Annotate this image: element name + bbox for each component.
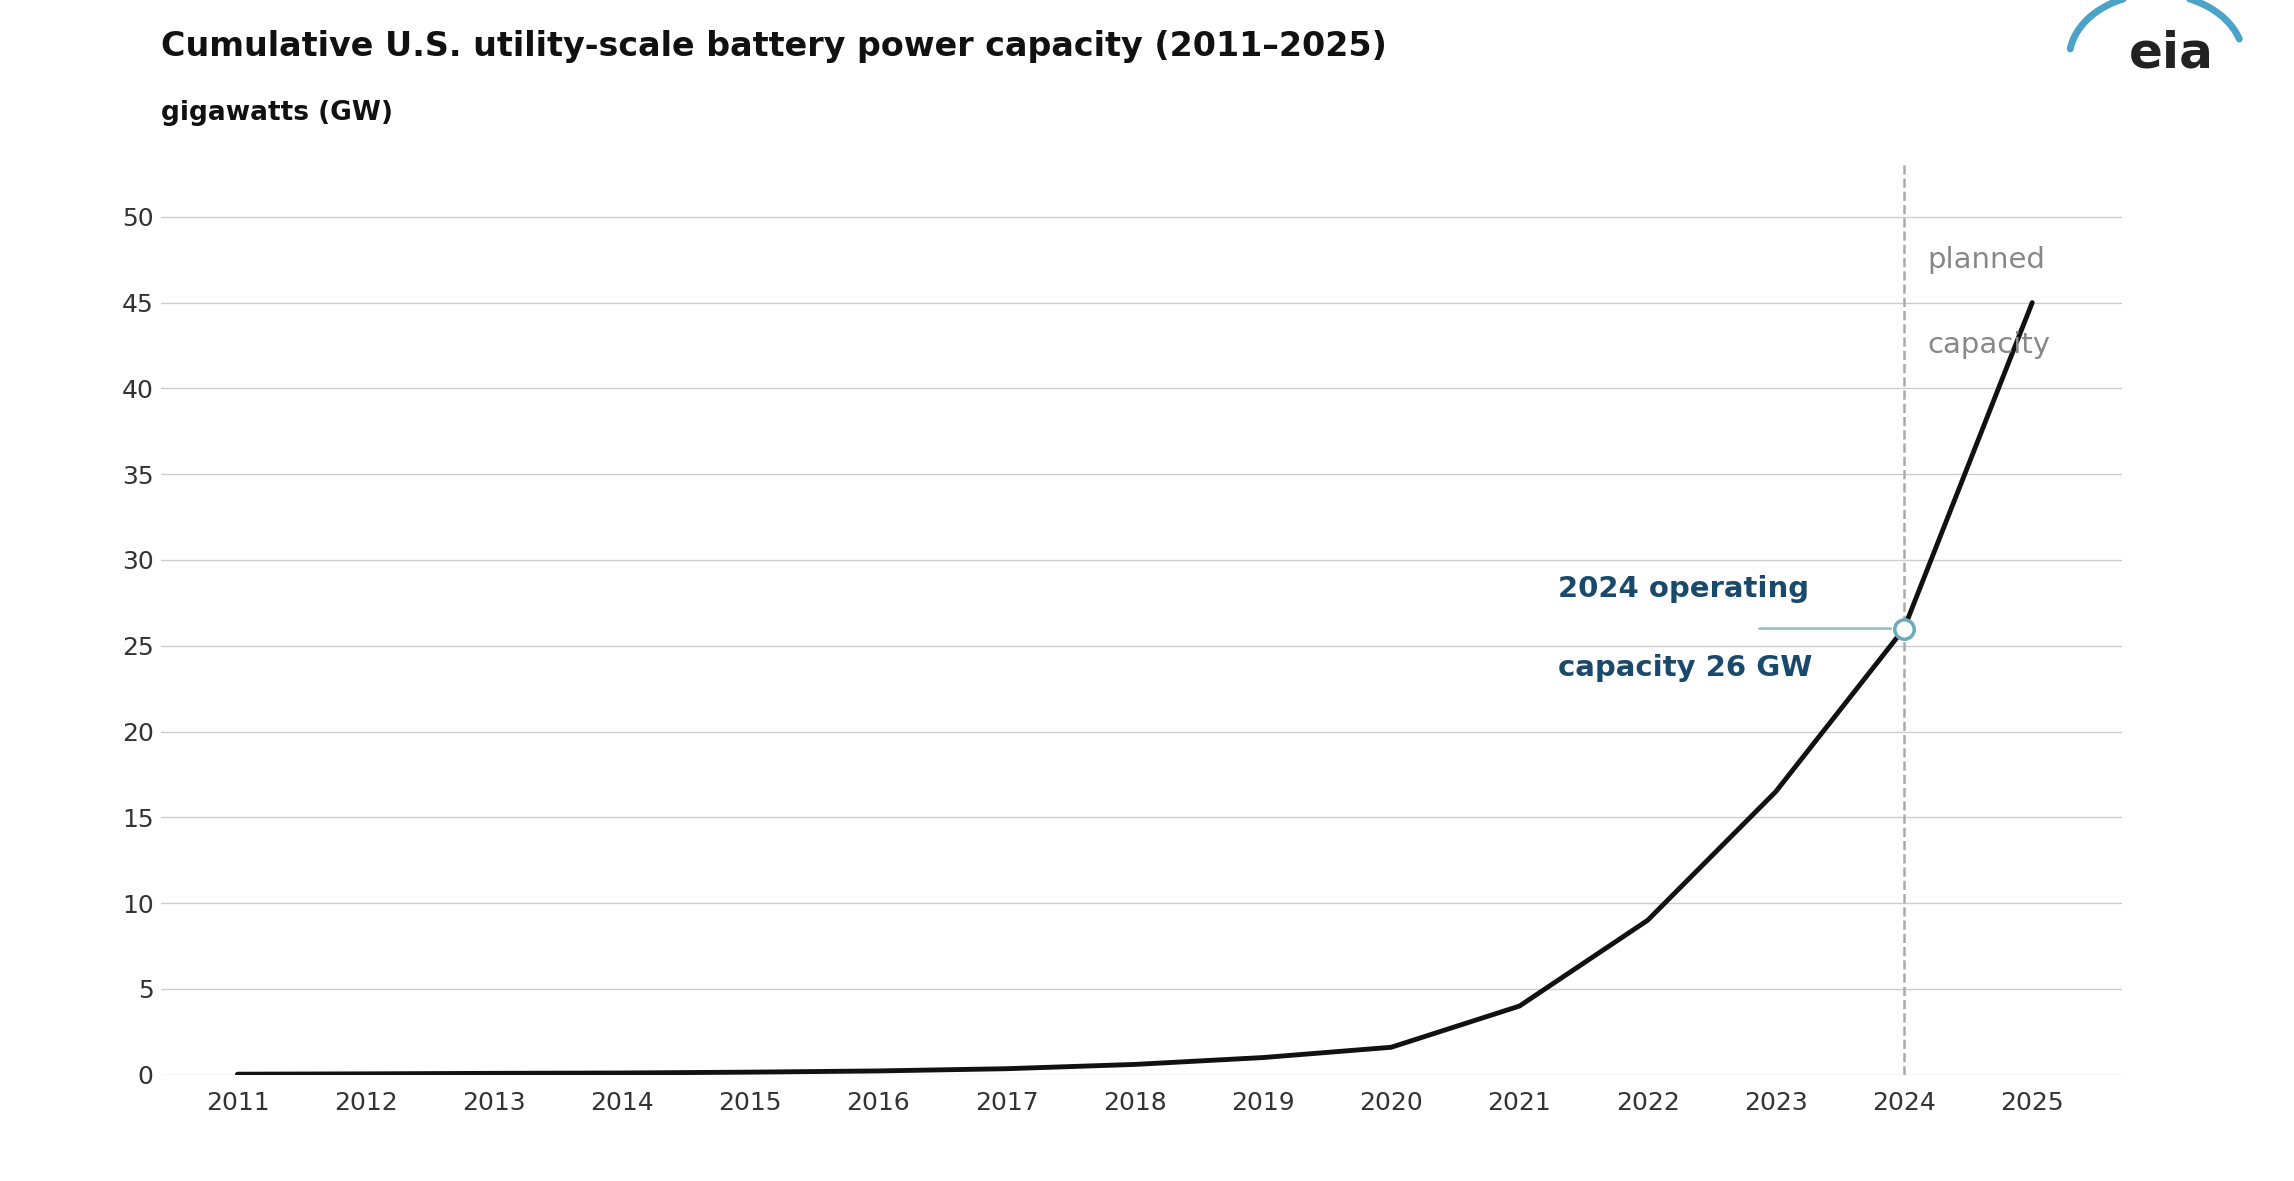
Text: capacity: capacity bbox=[1927, 332, 2051, 359]
Text: planned: planned bbox=[1927, 246, 2044, 274]
Text: Cumulative U.S. utility-scale battery power capacity (2011–2025): Cumulative U.S. utility-scale battery po… bbox=[161, 30, 1386, 63]
Text: eia: eia bbox=[2129, 30, 2214, 78]
Text: capacity 26 GW: capacity 26 GW bbox=[1558, 654, 1812, 683]
Text: 2024 operating: 2024 operating bbox=[1558, 575, 1810, 602]
Text: gigawatts (GW): gigawatts (GW) bbox=[161, 100, 392, 126]
